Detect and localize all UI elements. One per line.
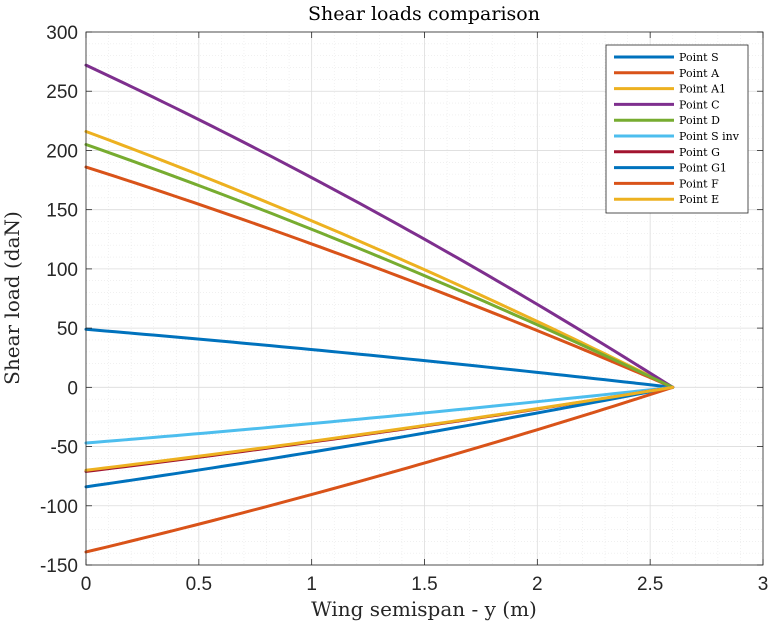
series-line [84,385,675,489]
series-line [84,63,675,389]
series-line [84,129,675,389]
y-tick-label: 50 [57,319,78,340]
series-line [84,165,675,389]
legend-entry-label: Point E [679,193,719,206]
y-tick-label: 300 [46,23,78,44]
legend-entry-label: Point G [679,146,720,159]
x-tick-labels: 0 0.5 1 1.5 2 2.5 3 [81,574,769,595]
series-lines [84,63,675,554]
series-line [84,385,675,472]
legend-entry-label: Point D [679,114,720,127]
legend-entry-label: Point C [679,98,720,111]
series-line [84,327,675,389]
y-tick-label: -100 [40,497,78,518]
legend-entry-label: Point A [679,67,720,80]
legend-entry-label: Point G1 [679,162,727,175]
y-tick-label: -50 [51,438,78,459]
y-tick-label: -150 [40,556,78,577]
legend-entry-label: Point S [679,51,719,64]
legend-entry-label: Point A1 [679,83,726,96]
x-tick-label: 1 [306,574,317,595]
x-tick-label: 1.5 [411,574,437,595]
series-line [84,385,675,554]
x-tick-label: 0 [81,574,92,595]
y-axis-label: Shear load (daN) [0,211,24,385]
legend-entry-label: Point F [679,177,719,190]
x-axis-label: Wing semispan - y (m) [311,597,537,621]
x-tick-label: 3 [758,574,769,595]
tick-marks [85,31,764,566]
y-tick-label: 150 [46,201,78,222]
x-tick-label: 2.5 [637,574,663,595]
legend-box [605,44,749,214]
y-tick-label: 250 [46,82,78,103]
series-line [84,143,675,389]
chart-title: Shear loads comparison [308,3,540,25]
series-line [84,385,675,445]
x-tick-label: 0.5 [186,574,212,595]
legend: Point S Point A Point A1 Point C Point D Poin… [605,44,749,214]
y-tick-label: 0 [67,378,78,399]
y-tick-label: 200 [46,141,78,162]
y-tick-label: 100 [46,260,78,281]
legend-entry-label: Point S inv [679,130,740,143]
y-tick-labels: -150 -100 -50 0 50 100 150 200 250 300 [40,23,78,577]
x-tick-label: 2 [532,574,543,595]
